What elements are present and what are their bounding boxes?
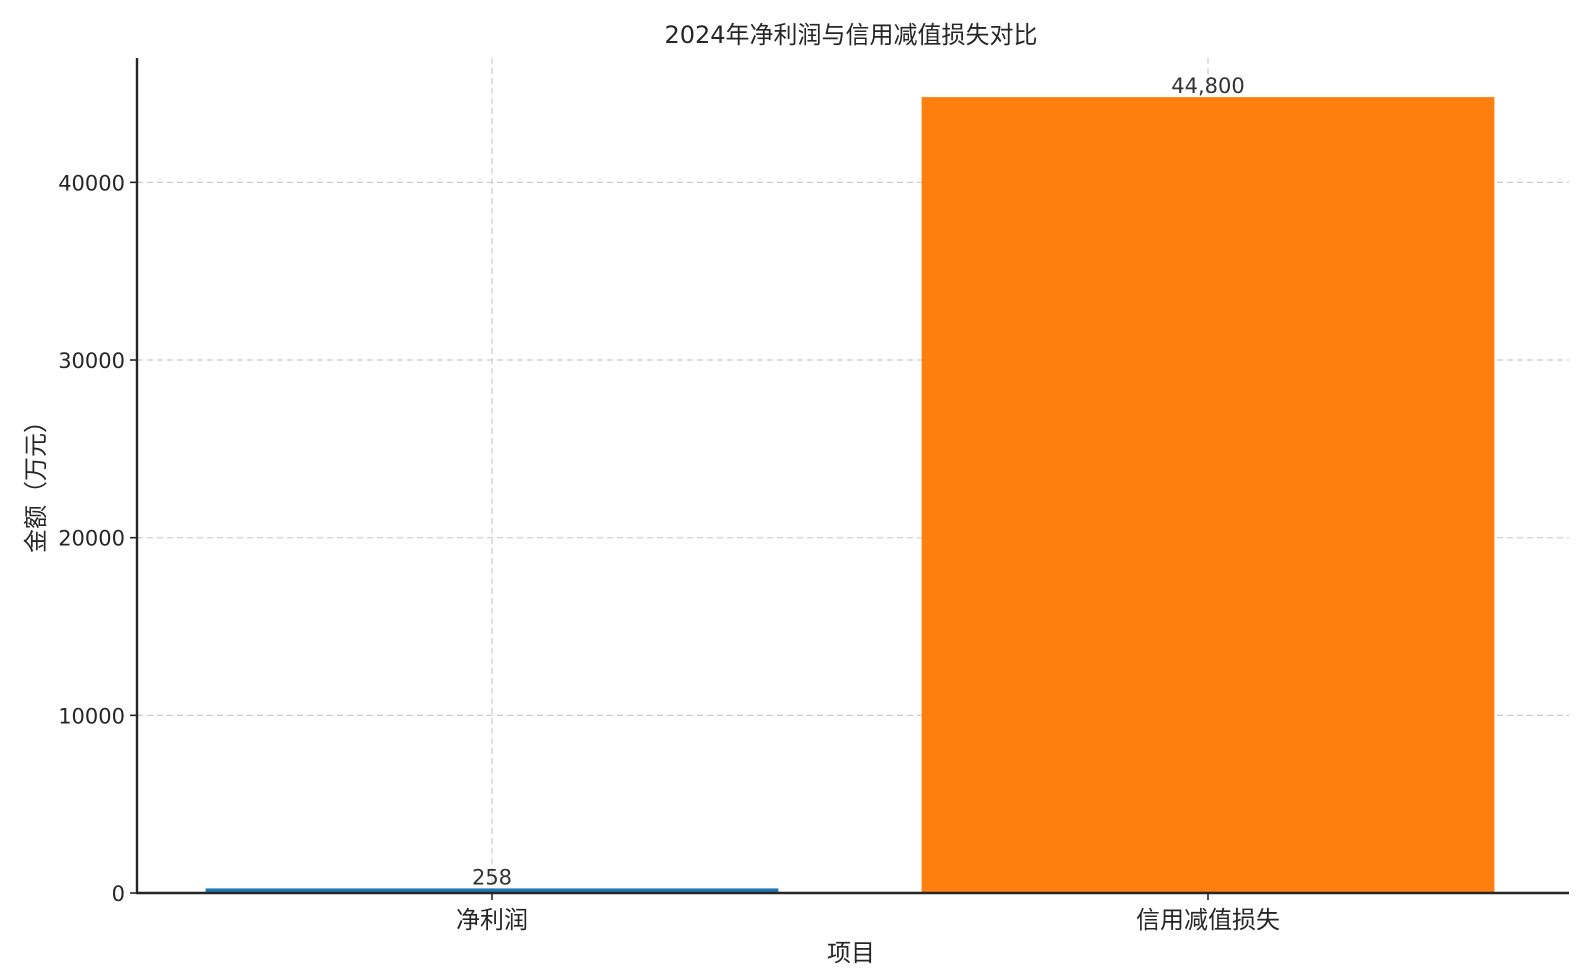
x-axis-label: 项目 (827, 939, 875, 967)
y-tick-label: 0 (112, 882, 125, 906)
y-axis-ticks: 0 10000 20000 30000 40000 (58, 171, 137, 906)
y-tick-label: 30000 (58, 349, 125, 373)
data-labels: 258 44,800 (472, 74, 1245, 889)
x-axis-ticks: 净利润 信用减值损失 (456, 893, 1280, 934)
chart-title: 2024年净利润与信用减值损失对比 (664, 21, 1037, 49)
x-tick-label: 信用减值损失 (1136, 906, 1280, 934)
y-axis-label: 金额（万元） (22, 409, 50, 553)
bar-value-label: 44,800 (1171, 74, 1244, 98)
y-tick-label: 40000 (58, 171, 125, 195)
y-tick-label: 20000 (58, 527, 125, 551)
bar (205, 888, 779, 893)
bars (205, 97, 1495, 894)
x-tick-label: 净利润 (456, 906, 528, 934)
bar (921, 97, 1495, 894)
bar-value-label: 258 (472, 865, 512, 889)
y-tick-label: 10000 (58, 704, 125, 728)
